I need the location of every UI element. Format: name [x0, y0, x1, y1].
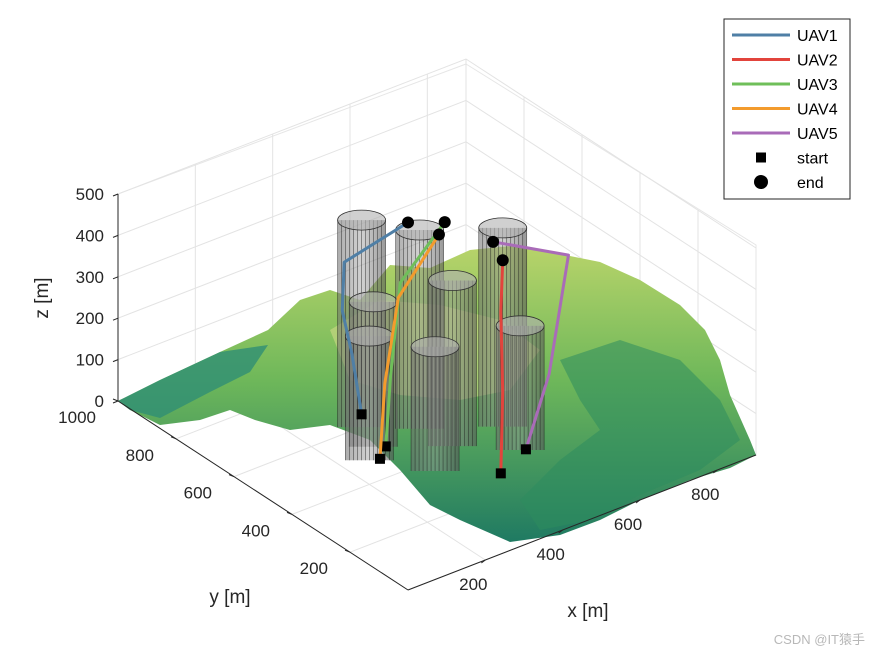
x-axis-line: [407, 454, 757, 591]
series-path-uav5: [492, 240, 570, 450]
x-tick-label: 200: [459, 575, 487, 594]
grid-z-line: [117, 141, 757, 332]
cylinder-top: [348, 291, 398, 313]
legend-items: UAV1 UAV2 UAV3 UAV4 UAV5 start end: [732, 28, 838, 192]
x-tick-label: 800: [691, 485, 719, 504]
y-tick-label: 1000: [58, 408, 96, 427]
z-tick-label: 200: [76, 309, 104, 328]
legend-label: UAV5: [797, 126, 838, 143]
end-marker: [438, 216, 451, 229]
cylinder-top: [495, 315, 545, 337]
terrain-ridge-shade: [520, 340, 740, 530]
legend-label: UAV3: [797, 77, 838, 94]
y-tick-mark: [344, 549, 351, 553]
legend-label: start: [797, 151, 829, 168]
y-tick-label: 800: [126, 446, 154, 465]
start-marker: [495, 468, 506, 479]
y-tick-mark: [286, 511, 293, 515]
legend-end-marker: [754, 175, 768, 189]
z-tick-mark: [112, 400, 119, 404]
y-axis-line: [117, 400, 409, 591]
legend-start-marker: [756, 152, 766, 163]
x-tick-label: 600: [614, 515, 642, 534]
z-tick-label: 300: [76, 268, 104, 287]
series-path-uav2: [499, 260, 505, 474]
z-tick-mark: [112, 234, 119, 238]
cylinder-top: [478, 217, 528, 239]
z-axis-label: z [m]: [32, 277, 53, 318]
cylinder-top: [344, 325, 394, 347]
obstacle-cylinders: [337, 209, 545, 471]
cylinder-top: [428, 270, 477, 291]
y-axis-label: y [m]: [209, 587, 250, 608]
end-marker: [402, 216, 414, 229]
x-tick-mark: [635, 499, 641, 504]
series-path-uav3: [384, 221, 446, 447]
z-tick-mark: [112, 193, 119, 197]
end-marker: [496, 254, 509, 267]
legend-label: UAV4: [797, 102, 838, 119]
z-tick-mark: [112, 317, 119, 321]
start-marker: [374, 453, 385, 464]
legend: UAV1 UAV2 UAV3 UAV4 UAV5 start end: [723, 18, 851, 200]
x-tick-mark: [481, 559, 486, 564]
z-tick-label: 500: [76, 185, 104, 204]
legend-label: UAV2: [797, 53, 838, 70]
series-path-uav4: [378, 233, 441, 459]
y-tick-mark: [170, 436, 177, 440]
x-tick-mark: [558, 529, 563, 534]
start-marker: [356, 409, 367, 420]
x-axis-label: x [m]: [567, 601, 608, 622]
end-marker: [487, 235, 500, 248]
watermark: CSDN @IT猿手: [774, 632, 865, 647]
z-tick-mark: [112, 359, 119, 363]
legend-label: UAV1: [797, 28, 838, 45]
cylinder-obstacle: [410, 336, 460, 471]
y-tick-label: 400: [242, 521, 270, 540]
start-marker: [520, 444, 531, 455]
z-tick-label: 0: [95, 392, 104, 411]
grid-z-line: [117, 58, 757, 249]
y-tick-label: 200: [300, 559, 328, 578]
cylinder-top: [410, 336, 460, 358]
end-marker: [432, 228, 445, 241]
series-layer: [340, 216, 570, 479]
terrain-lowland: [118, 345, 268, 418]
x-tick-label: 400: [536, 545, 564, 564]
cylinder-top: [337, 209, 387, 231]
grid-z-line: [117, 99, 757, 290]
series-path-uav1: [340, 221, 409, 415]
z-tick-label: 400: [76, 226, 104, 245]
legend-label: end: [797, 175, 824, 192]
y-tick-mark: [228, 474, 235, 478]
z-tick-label: 100: [76, 351, 104, 370]
start-marker: [380, 441, 391, 452]
y-tick-label: 600: [184, 484, 212, 503]
x-tick-mark: [713, 469, 718, 474]
z-tick-mark: [112, 276, 119, 280]
y-tick-mark: [112, 398, 119, 402]
